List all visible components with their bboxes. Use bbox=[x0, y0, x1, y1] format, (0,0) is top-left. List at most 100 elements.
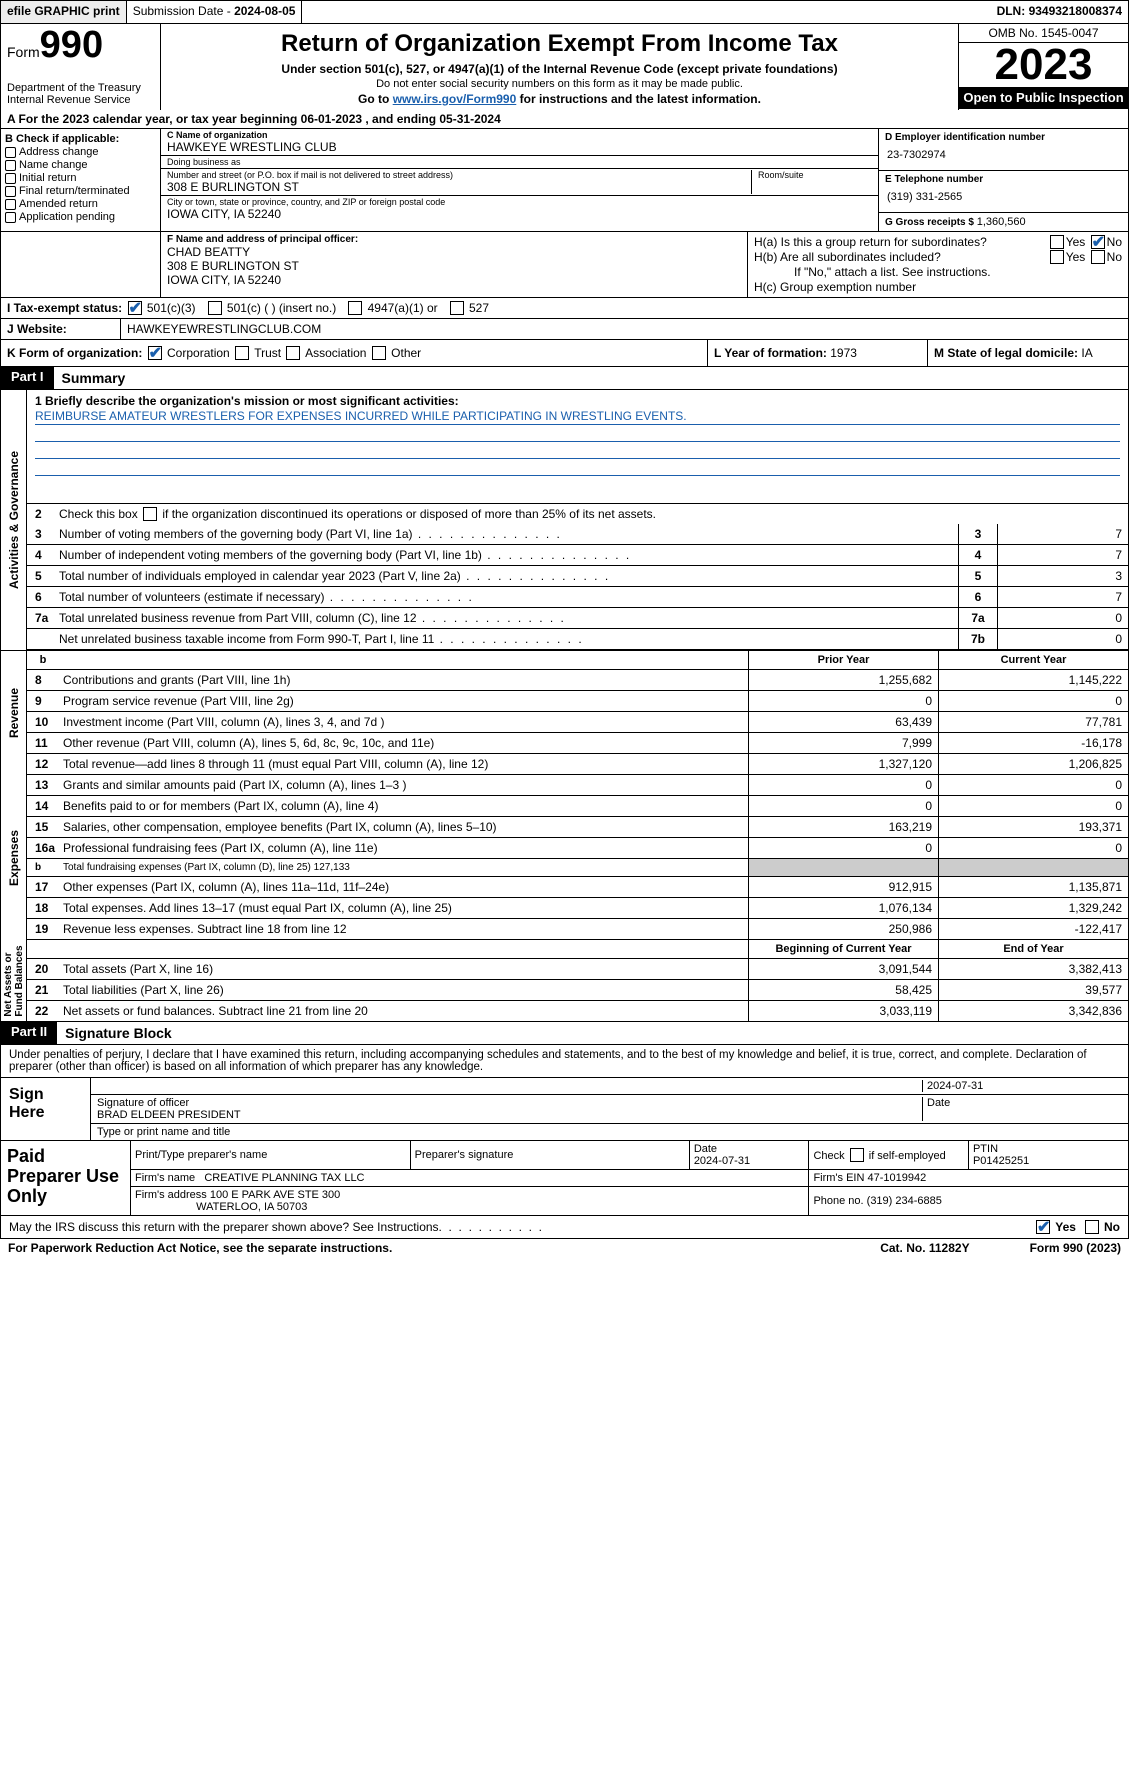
section-f-h: F Name and address of principal officer:… bbox=[0, 232, 1129, 298]
header-sub2: Do not enter social security numbers on … bbox=[169, 78, 950, 90]
hdr-end-year: End of Year bbox=[938, 940, 1128, 958]
paid-preparer-label: Paid Preparer Use Only bbox=[1, 1141, 131, 1215]
open-to-public: Open to Public Inspection bbox=[959, 87, 1128, 109]
chk-trust[interactable] bbox=[235, 346, 249, 360]
chk-address-change[interactable]: Address change bbox=[5, 146, 156, 158]
box-h: H(a) Is this a group return for subordin… bbox=[748, 232, 1128, 297]
form-org-label: K Form of organization: bbox=[7, 346, 142, 360]
expense-row: 19Revenue less expenses. Subtract line 1… bbox=[27, 919, 1128, 940]
form-label: Form bbox=[7, 44, 40, 60]
dba-label: Doing business as bbox=[167, 157, 872, 167]
part-2-title: Signature Block bbox=[57, 1022, 180, 1044]
prep-ptin: P01425251 bbox=[973, 1155, 1029, 1167]
signature-declaration: Under penalties of perjury, I declare th… bbox=[0, 1045, 1129, 1078]
h-a-no[interactable] bbox=[1091, 235, 1105, 249]
discuss-yes[interactable] bbox=[1036, 1220, 1050, 1234]
firm-ein: 47-1019942 bbox=[867, 1172, 926, 1184]
firm-addr-label: Firm's address bbox=[135, 1189, 207, 1201]
netasset-row: 20Total assets (Part X, line 16)3,091,54… bbox=[27, 959, 1128, 980]
expense-row: 18Total expenses. Add lines 13–17 (must … bbox=[27, 898, 1128, 919]
vtab-net-assets: Net Assets or Fund Balances bbox=[3, 945, 25, 1016]
h-b-note: If "No," attach a list. See instructions… bbox=[754, 265, 1122, 279]
chk-501c3[interactable] bbox=[128, 301, 142, 315]
h-b-yes[interactable] bbox=[1050, 250, 1064, 264]
hdr-current-year: Current Year bbox=[938, 651, 1128, 669]
paid-preparer-block: Paid Preparer Use Only Print/Type prepar… bbox=[0, 1141, 1129, 1216]
chk-discontinued[interactable] bbox=[143, 507, 157, 521]
chk-amended-return[interactable]: Amended return bbox=[5, 198, 156, 210]
netasset-row: 21Total liabilities (Part X, line 26)58,… bbox=[27, 980, 1128, 1001]
street-value: 308 E BURLINGTON ST bbox=[167, 180, 745, 194]
discuss-text: May the IRS discuss this return with the… bbox=[9, 1220, 442, 1234]
chk-527[interactable] bbox=[450, 301, 464, 315]
revenue-row: 12Total revenue—add lines 8 through 11 (… bbox=[27, 754, 1128, 775]
firm-addr2: WATERLOO, IA 50703 bbox=[196, 1201, 307, 1213]
form-header: Form990 Department of the Treasury Inter… bbox=[0, 24, 1129, 110]
type-print-label: Type or print name and title bbox=[91, 1124, 1128, 1140]
form-number: 990 bbox=[40, 24, 103, 66]
footer-right: Form 990 (2023) bbox=[1030, 1241, 1121, 1255]
mission-text: REIMBURSE AMATEUR WRESTLERS FOR EXPENSES… bbox=[35, 408, 1120, 425]
room-label: Room/suite bbox=[758, 170, 872, 180]
chk-other-org[interactable] bbox=[372, 346, 386, 360]
expense-row: 14Benefits paid to or for members (Part … bbox=[27, 796, 1128, 817]
chk-self-employed[interactable] bbox=[850, 1148, 864, 1162]
chk-501c[interactable] bbox=[208, 301, 222, 315]
discuss-with-preparer: May the IRS discuss this return with the… bbox=[0, 1216, 1129, 1239]
firm-name-label: Firm's name bbox=[135, 1172, 195, 1184]
line-a-tax-year: A For the 2023 calendar year, or tax yea… bbox=[0, 110, 1129, 129]
firm-phone-label: Phone no. bbox=[813, 1195, 863, 1207]
part-1-header: Part I Summary bbox=[0, 367, 1129, 390]
revenue-row: 8Contributions and grants (Part VIII, li… bbox=[27, 670, 1128, 691]
firm-name: CREATIVE PLANNING TAX LLC bbox=[204, 1172, 364, 1184]
top-bar: efile GRAPHIC print Submission Date - 20… bbox=[0, 0, 1129, 24]
hdr-prior-year: Prior Year bbox=[748, 651, 938, 669]
gross-receipts-value: 1,360,560 bbox=[977, 216, 1026, 228]
mission-label: 1 Briefly describe the organization's mi… bbox=[35, 394, 1120, 408]
ein-label: D Employer identification number bbox=[885, 132, 1122, 143]
chk-application-pending[interactable]: Application pending bbox=[5, 211, 156, 223]
form-title: Return of Organization Exempt From Incom… bbox=[169, 30, 950, 58]
gov-row: 3Number of voting members of the governi… bbox=[27, 524, 1128, 545]
dln: DLN: 93493218008374 bbox=[991, 1, 1128, 23]
footer-mid: Cat. No. 11282Y bbox=[880, 1241, 969, 1255]
street-label: Number and street (or P.O. box if mail i… bbox=[167, 170, 745, 180]
chk-4947[interactable] bbox=[348, 301, 362, 315]
expense-row: 17Other expenses (Part IX, column (A), l… bbox=[27, 877, 1128, 898]
efile-print-button[interactable]: efile GRAPHIC print bbox=[1, 1, 127, 23]
section-b-c-d: B Check if applicable: Address change Na… bbox=[0, 129, 1129, 232]
gov-row: 7aTotal unrelated business revenue from … bbox=[27, 608, 1128, 629]
expense-row: 15Salaries, other compensation, employee… bbox=[27, 817, 1128, 838]
prep-date: 2024-07-31 bbox=[694, 1155, 750, 1167]
year-formation-value: 1973 bbox=[830, 346, 857, 360]
chk-name-change[interactable]: Name change bbox=[5, 159, 156, 171]
gross-receipts-label: G Gross receipts $ bbox=[885, 217, 977, 228]
firm-phone: (319) 234-6885 bbox=[867, 1195, 942, 1207]
discuss-no[interactable] bbox=[1085, 1220, 1099, 1234]
irs-link[interactable]: www.irs.gov/Form990 bbox=[393, 92, 517, 106]
chk-final-return[interactable]: Final return/terminated bbox=[5, 185, 156, 197]
hdr-beginning-year: Beginning of Current Year bbox=[748, 940, 938, 958]
line-2-text: Check this box if the organization disco… bbox=[55, 504, 1128, 524]
chk-corporation[interactable] bbox=[148, 346, 162, 360]
officer-street: 308 E BURLINGTON ST bbox=[167, 259, 741, 273]
h-b-label: H(b) Are all subordinates included? bbox=[754, 250, 941, 264]
box-b-label: B Check if applicable: bbox=[5, 133, 156, 145]
h-a-yes[interactable] bbox=[1050, 235, 1064, 249]
part-2-badge: Part II bbox=[1, 1022, 57, 1044]
chk-association[interactable] bbox=[286, 346, 300, 360]
vtab-governance: Activities & Governance bbox=[7, 451, 21, 589]
part-1-badge: Part I bbox=[1, 367, 54, 389]
tax-year: 2023 bbox=[959, 43, 1128, 87]
sig-officer-name: BRAD ELDEEN PRESIDENT bbox=[97, 1109, 241, 1121]
box-f-label: F Name and address of principal officer: bbox=[167, 234, 741, 245]
dept-treasury: Department of the Treasury Internal Reve… bbox=[7, 82, 154, 106]
h-b-no[interactable] bbox=[1091, 250, 1105, 264]
gov-row: 5Total number of individuals employed in… bbox=[27, 566, 1128, 587]
city-value: IOWA CITY, IA 52240 bbox=[167, 207, 872, 221]
phone-value: (319) 331-2565 bbox=[885, 185, 1122, 209]
sign-here-label: Sign Here bbox=[1, 1078, 91, 1140]
prep-h5: PTIN bbox=[973, 1143, 998, 1155]
vtab-revenue: Revenue bbox=[7, 688, 21, 738]
chk-initial-return[interactable]: Initial return bbox=[5, 172, 156, 184]
